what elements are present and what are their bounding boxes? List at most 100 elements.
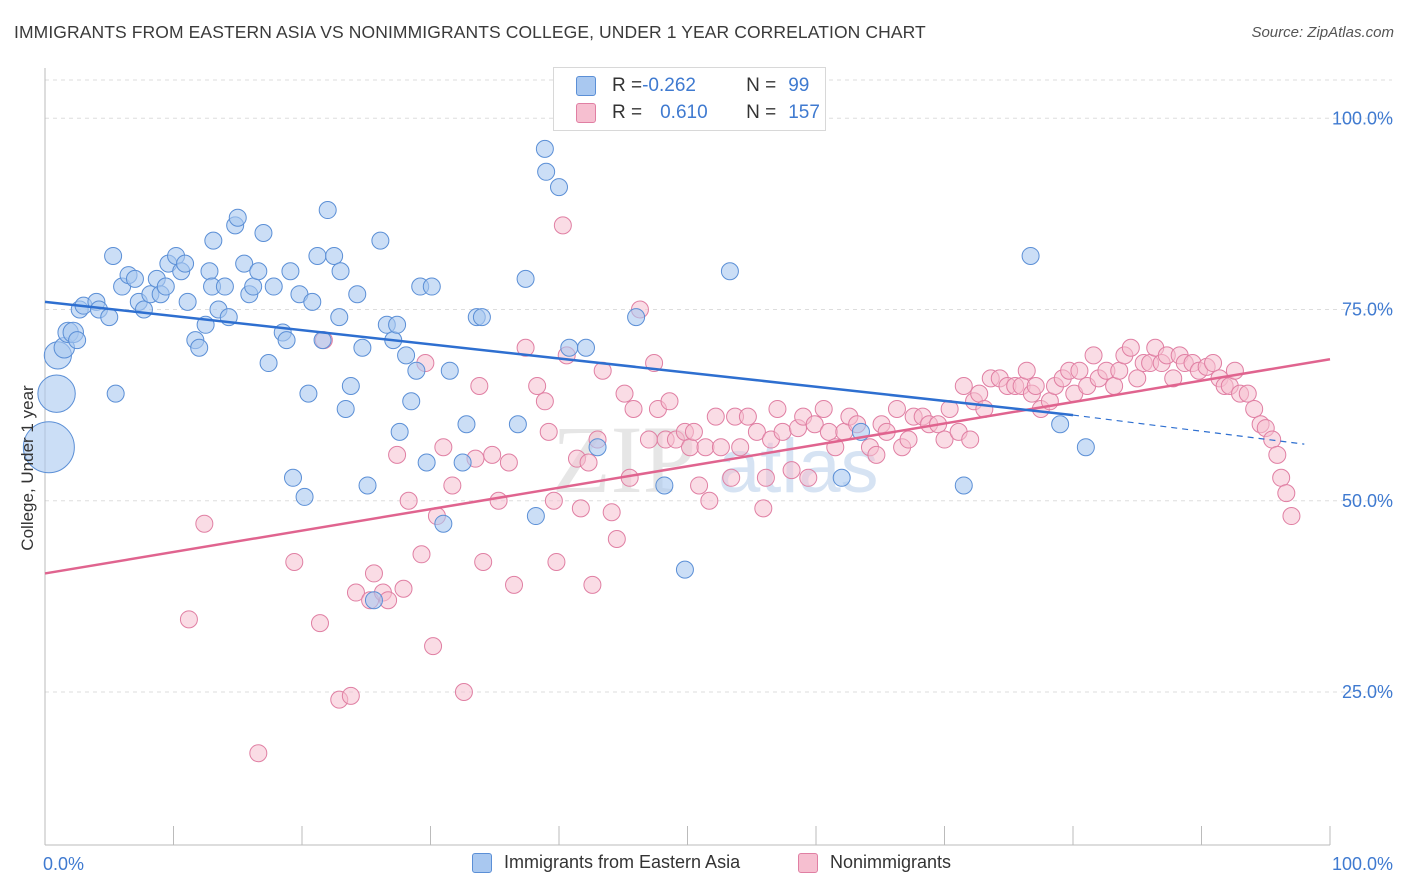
immigrant-point bbox=[106, 384, 125, 403]
nonimmigrant-point bbox=[867, 445, 886, 464]
immigrant-point bbox=[434, 514, 453, 533]
nonimmigrant-point bbox=[195, 514, 214, 533]
nonimmigrant-point bbox=[607, 530, 626, 548]
immigrant-point bbox=[156, 277, 175, 296]
immigrant-point bbox=[537, 162, 556, 181]
nonimmigrant-point bbox=[544, 491, 563, 510]
immigrant-point bbox=[244, 277, 263, 296]
immigrant-point bbox=[954, 476, 973, 495]
nonimmigrant-point bbox=[690, 476, 709, 495]
immigrant-point bbox=[516, 269, 535, 288]
legend-label: Immigrants from Eastern Asia bbox=[504, 852, 741, 872]
nonimmigrant-point bbox=[887, 399, 906, 418]
nonimmigrant-point bbox=[553, 216, 572, 235]
nonimmigrant-point bbox=[935, 430, 954, 449]
stats-legend: R = -0.262 N = 99 R = 0.610 N = 157 bbox=[553, 67, 826, 131]
nonimmigrant-point bbox=[768, 399, 787, 418]
nonimmigrant-point bbox=[756, 468, 775, 487]
immigrant-point bbox=[204, 231, 223, 250]
nonimmigrant-point bbox=[499, 453, 518, 472]
immigrant-point bbox=[178, 292, 197, 311]
immigrant-point bbox=[308, 246, 327, 265]
nonimmigrant-point bbox=[731, 438, 750, 457]
immigrant-point bbox=[37, 374, 76, 413]
nonimmigrant-point bbox=[1026, 377, 1045, 395]
nonimmigrant-point bbox=[1164, 369, 1183, 388]
nonimmigrant-point bbox=[660, 392, 679, 411]
legend-item-immigrants: Immigrants from Eastern Asia bbox=[472, 852, 740, 873]
immigrant-point bbox=[832, 468, 851, 487]
nonimmigrant-point bbox=[434, 438, 453, 457]
nonimmigrant-point bbox=[539, 422, 558, 441]
nonimmigrant-point bbox=[961, 430, 980, 449]
immigrant-point bbox=[560, 338, 579, 357]
immigrant-trend-line bbox=[44, 300, 1074, 417]
immigrant-point bbox=[68, 331, 87, 350]
r-value: -0.262 bbox=[642, 75, 696, 96]
immigrant-point bbox=[299, 384, 318, 403]
nonimmigrant-point bbox=[310, 614, 329, 633]
nonimmigrant-point bbox=[1282, 507, 1301, 526]
nonimmigrant-point bbox=[805, 415, 824, 434]
immigrant-point bbox=[1051, 415, 1070, 434]
immigrant-point bbox=[440, 361, 459, 380]
nonimmigrant-point bbox=[706, 407, 725, 426]
immigrant-point bbox=[215, 277, 234, 296]
immigrant-point bbox=[295, 487, 314, 506]
nonimmigrant-point bbox=[799, 468, 818, 487]
immigrant-point bbox=[125, 269, 144, 288]
immigrant-point bbox=[325, 246, 344, 265]
nonimmigrant-point bbox=[773, 422, 792, 441]
data-points bbox=[22, 139, 1301, 763]
immigrant-point bbox=[453, 453, 472, 472]
blue-swatch bbox=[576, 76, 596, 96]
legend-row-immigrants: R = -0.262 N = 99 bbox=[576, 73, 809, 99]
nonimmigrant-point bbox=[899, 430, 918, 449]
nonimmigrant-point bbox=[1204, 354, 1223, 373]
r-value: 0.610 bbox=[660, 102, 708, 123]
n-value: 99 bbox=[788, 75, 810, 96]
immigrant-point bbox=[720, 262, 739, 281]
nonimmigrant-point bbox=[711, 438, 730, 457]
legend-label: Nonimmigrants bbox=[830, 852, 952, 872]
immigrant-point bbox=[254, 224, 273, 242]
nonimmigrant-point bbox=[249, 744, 268, 763]
nonimmigrant-point bbox=[615, 384, 634, 403]
nonimmigrant-point bbox=[474, 552, 493, 571]
immigrant-point bbox=[104, 246, 123, 265]
immigrant-point bbox=[422, 277, 441, 296]
immigrant-point bbox=[318, 201, 337, 220]
legend-row-nonimmigrants: R = 0.610 N = 157 bbox=[576, 100, 820, 126]
nonimmigrant-point bbox=[571, 499, 590, 518]
immigrant-point bbox=[249, 262, 268, 281]
immigrant-point bbox=[22, 421, 75, 474]
immigrant-point bbox=[277, 331, 296, 350]
immigrant-point bbox=[228, 208, 247, 227]
nonimmigrant-point bbox=[579, 453, 598, 472]
nonimmigrant-point bbox=[470, 377, 489, 395]
immigrant-point bbox=[508, 415, 527, 434]
n-label: N = bbox=[746, 102, 777, 123]
nonimmigrant-point bbox=[399, 491, 418, 510]
nonimmigrant-point bbox=[1268, 445, 1287, 464]
immigrant-point bbox=[341, 377, 360, 395]
nonimmigrant-point bbox=[364, 564, 383, 583]
nonimmigrant-point bbox=[1238, 384, 1257, 403]
nonimmigrant-point bbox=[516, 338, 535, 357]
nonimmigrant-point bbox=[505, 575, 524, 594]
nonimmigrant-point bbox=[747, 422, 766, 441]
chart-source: Source: ZipAtlas.com bbox=[1251, 24, 1394, 41]
pink-swatch bbox=[576, 103, 596, 123]
nonimmigrant-point bbox=[954, 377, 973, 395]
nonimmigrant-point bbox=[814, 399, 833, 418]
immigrant-point bbox=[402, 392, 421, 411]
nonimmigrant-point bbox=[1272, 468, 1291, 487]
nonimmigrant-trend-line bbox=[44, 357, 1331, 575]
immigrant-point bbox=[588, 438, 607, 457]
nonimmigrant-point bbox=[1070, 361, 1089, 380]
immigrant-point bbox=[134, 300, 153, 319]
y-tick-label: 25.0% bbox=[1342, 682, 1393, 702]
legend-item-nonimmigrants: Nonimmigrants bbox=[798, 852, 951, 873]
immigrant-point bbox=[264, 277, 283, 296]
immigrant-point bbox=[550, 178, 568, 197]
